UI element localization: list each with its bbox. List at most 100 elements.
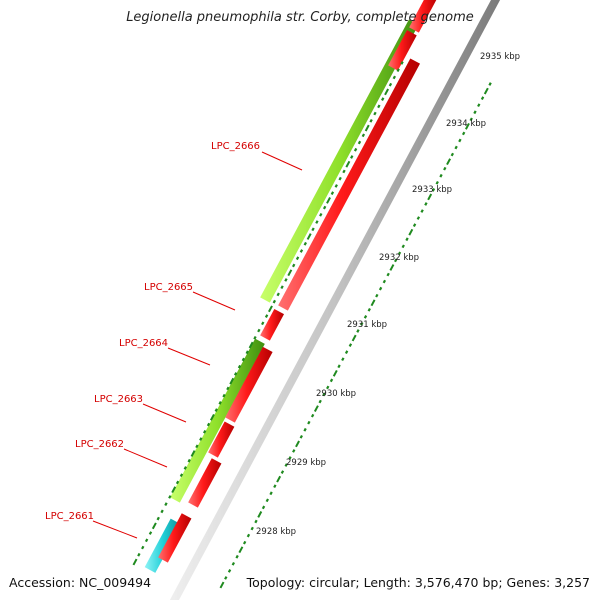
scale-tick-mark: [454, 145, 458, 150]
scale-tick-mark: [306, 233, 312, 240]
scale-tick-mark: [254, 519, 258, 524]
reverse-gene-arrow[interactable]: [225, 346, 273, 423]
scale-tick-mark: [319, 213, 323, 217]
scale-tick-mark: [357, 140, 362, 145]
scale-tick-mark: [218, 401, 222, 405]
scale-tick-mark: [344, 350, 349, 354]
scale-tick-mark: [330, 191, 335, 195]
genome-summary-label: Topology: circular; Length: 3,576,470 bp…: [246, 575, 590, 590]
scale-tick-mark: [341, 357, 345, 362]
scale-tick-mark: [477, 103, 481, 108]
scale-tick-mark: [132, 558, 138, 566]
scale-tick-mark: [363, 315, 368, 319]
gene-label-lpc-2663[interactable]: LPC_2663: [94, 394, 144, 405]
forward-gene-arrow[interactable]: [170, 338, 265, 503]
scale-tick-mark: [307, 420, 311, 425]
scale-tick-mark: [276, 292, 280, 297]
scale-tick-mark: [431, 188, 436, 192]
scale-tick-mark: [245, 350, 249, 355]
scale-tick-mark: [299, 434, 303, 439]
scale-tick-mark: [443, 166, 447, 171]
scale-tick-mark: [378, 286, 383, 291]
scale-tick-mark: [388, 82, 393, 87]
scale-tick-mark: [416, 216, 421, 220]
scale-tick-mark: [171, 486, 177, 494]
scale-tick-mark: [206, 422, 211, 427]
scale-tick-mark: [284, 278, 288, 282]
gene-callout-line: [123, 448, 168, 468]
scale-tick-mark: [199, 437, 203, 441]
scale-tick-mark: [287, 269, 293, 277]
scale-tick-mark: [480, 96, 485, 100]
scale-tick-mark: [227, 569, 232, 573]
scale-tick-mark: [144, 538, 149, 543]
scale-tick-mark: [214, 408, 218, 412]
reverse-gene-arrow[interactable]: [188, 458, 222, 508]
gene-callout-line: [142, 403, 187, 423]
scale-tick-mark: [334, 184, 338, 188]
scale-tick-mark: [412, 223, 417, 227]
forward-gene-arrow[interactable]: [260, 19, 419, 303]
scale-tick-mark: [313, 405, 319, 412]
scale-label: 2931 kbp: [347, 320, 388, 330]
scale-tick-mark: [310, 413, 315, 418]
scale-tick-mark: [160, 509, 164, 514]
scale-tick-mark: [384, 88, 390, 96]
gene-label-lpc-2666[interactable]: LPC_2666: [211, 141, 261, 152]
reverse-gene-arrow[interactable]: [208, 421, 235, 458]
scale-tick-mark: [183, 466, 187, 470]
scale-tick-mark: [458, 138, 462, 143]
scale-tick-mark: [348, 343, 353, 347]
scale-tick-mark: [295, 440, 300, 448]
scale-tick-mark: [483, 87, 489, 95]
scale-tick-mark: [356, 329, 360, 333]
scale-tick-mark: [465, 122, 470, 130]
scale-tick-mark: [424, 202, 428, 206]
scale-tick-mark: [400, 61, 404, 65]
scale-tick-mark: [246, 533, 251, 538]
gene-label-lpc-2664[interactable]: LPC_2664: [119, 338, 169, 349]
scale-tick-mark: [272, 299, 277, 304]
scale-tick-mark: [488, 82, 492, 86]
reverse-gene-arrow[interactable]: [388, 30, 417, 71]
scale-tick-mark: [273, 484, 277, 489]
gene-label-lpc-2665[interactable]: LPC_2665: [144, 282, 194, 293]
scale-tick-mark: [242, 540, 247, 545]
backbone-track: [169, 0, 501, 600]
scale-tick-mark: [190, 450, 196, 457]
reverse-gene-arrow[interactable]: [260, 308, 285, 341]
scale-tick-mark: [209, 413, 215, 421]
scale-tick-mark: [461, 131, 466, 136]
scale-tick-mark: [261, 505, 266, 510]
scale-tick-mark: [322, 205, 327, 210]
scale-tick-mark: [353, 147, 358, 152]
scale-tick-mark: [473, 110, 477, 115]
scale-tick-mark: [337, 364, 341, 369]
scale-tick-mark: [350, 155, 354, 159]
scale-label: 2930 kbp: [316, 389, 357, 399]
scale-tick-mark: [381, 97, 385, 101]
reverse-gene-arrow[interactable]: [278, 58, 421, 311]
gene-label-lpc-2662[interactable]: LPC_2662: [75, 439, 125, 450]
scale-tick-mark: [222, 393, 226, 398]
scale-tick-mark: [250, 526, 254, 531]
genome-title: Legionella pneumophila str. Corby, compl…: [126, 10, 474, 25]
scale-label: 2935 kbp: [480, 52, 521, 62]
scale-tick-mark: [148, 531, 153, 535]
scale-tick-mark: [175, 480, 180, 485]
gene-callout-line: [192, 291, 236, 311]
scale-tick-mark: [318, 399, 322, 404]
gene-label-lpc-2661[interactable]: LPC_2661: [45, 511, 95, 522]
reverse-gene-arrow[interactable]: [158, 513, 192, 563]
gene-callout-line: [261, 151, 303, 171]
scale-tick-mark: [370, 299, 376, 307]
scale-tick-mark: [141, 545, 145, 550]
scale-tick-mark: [168, 495, 172, 499]
scale-tick-mark: [389, 264, 395, 271]
scale-tick-mark: [408, 228, 414, 236]
scale-tick-mark: [151, 522, 157, 530]
scale-tick-mark: [276, 475, 282, 483]
scale-tick-mark: [257, 511, 263, 518]
gene-callout-line: [92, 520, 138, 539]
reverse-gene-arrow[interactable]: [409, 0, 438, 33]
